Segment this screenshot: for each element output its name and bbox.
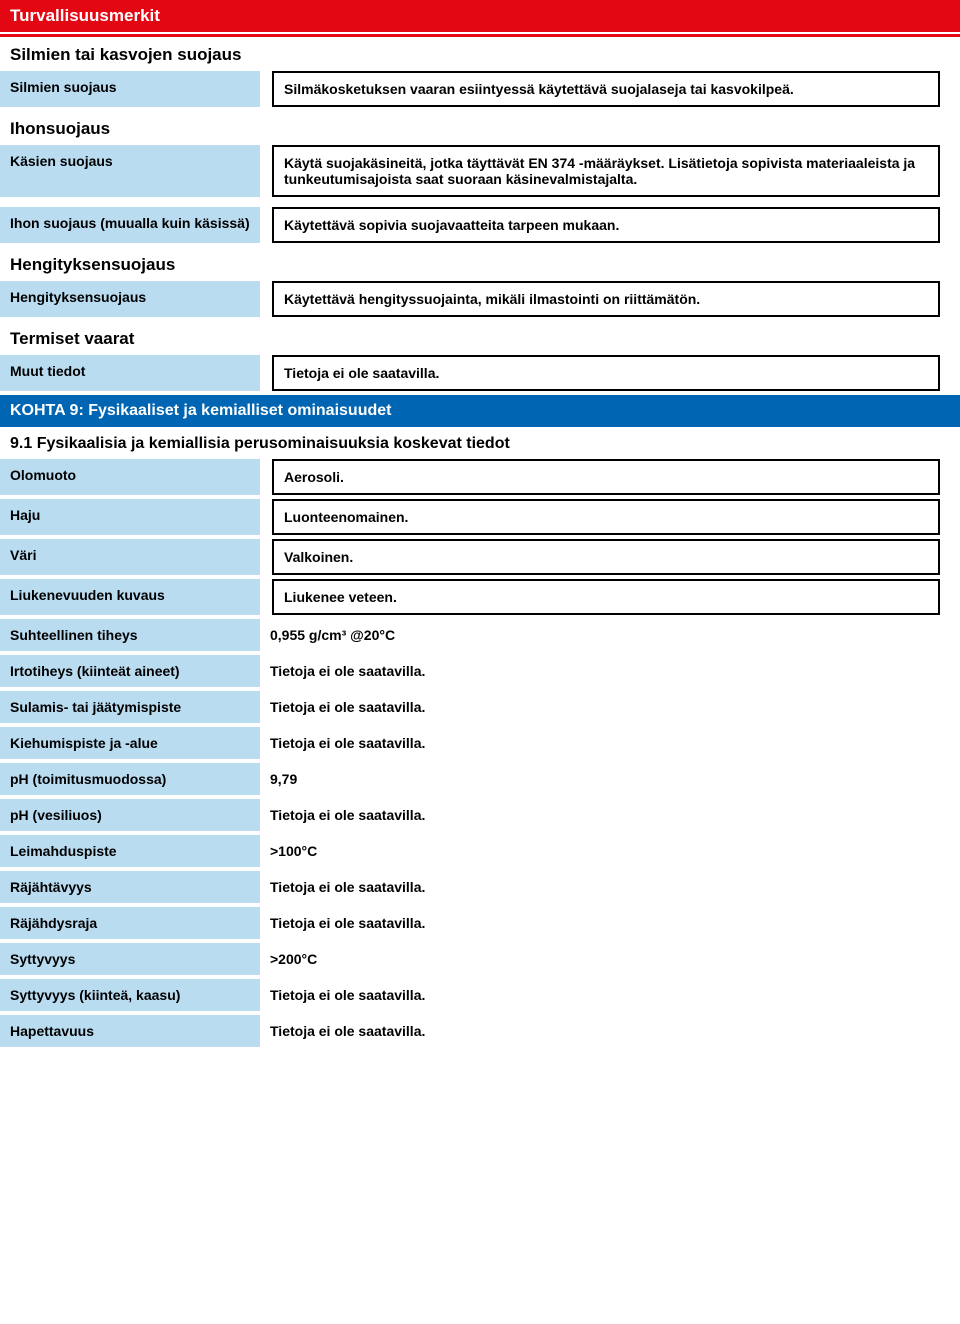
- row-label: Silmien suojaus: [0, 71, 260, 107]
- row-value: Tietoja ei ole saatavilla.: [260, 691, 960, 723]
- table-row: Syttyvyys (kiinteä, kaasu)Tietoja ei ole…: [0, 979, 960, 1011]
- kohta9-header: KOHTA 9: Fysikaaliset ja kemialliset omi…: [0, 395, 960, 427]
- row-value: Tietoja ei ole saatavilla.: [260, 655, 960, 687]
- row-value: Tietoja ei ole saatavilla.: [260, 979, 960, 1011]
- row-label: Kiehumispiste ja -alue: [0, 727, 260, 759]
- row-label: Räjähdysraja: [0, 907, 260, 939]
- table-row: Ihon suojaus (muualla kuin käsissä) Käyte…: [0, 207, 960, 243]
- table-row: Suhteellinen tiheys0,955 g/cm³ @20°C: [0, 619, 960, 651]
- row-value: Luonteenomainen.: [272, 499, 940, 535]
- row-label: Räjähtävyys: [0, 871, 260, 903]
- row-value: Käytettävä sopivia suojavaatteita tarpee…: [272, 207, 940, 243]
- row-label: Haju: [0, 499, 260, 535]
- kohta9-rows: Olomuoto Aerosoli. Haju Luonteenomainen. Vär…: [0, 459, 960, 1047]
- table-row: Käsien suojausKäytä suojakäsineitä, jotk…: [0, 145, 960, 197]
- table-row: Haju Luonteenomainen.: [0, 499, 960, 535]
- row-label: Olomuoto: [0, 459, 260, 495]
- section-skin-rows: Käsien suojausKäytä suojakäsineitä, jotk…: [0, 145, 960, 243]
- table-row: Sulamis- tai jäätymispisteTietoja ei ole…: [0, 691, 960, 723]
- table-row: Syttyvyys>200°C: [0, 943, 960, 975]
- row-label: Suhteellinen tiheys: [0, 619, 260, 651]
- table-row: Väri Valkoinen.: [0, 539, 960, 575]
- table-row: pH (toimitusmuodossa)9,79: [0, 763, 960, 795]
- page-header-title: Turvallisuusmerkit: [10, 6, 160, 25]
- row-value: Tietoja ei ole saatavilla.: [260, 799, 960, 831]
- row-label: Ihon suojaus (muualla kuin käsissä): [0, 207, 260, 243]
- kohta9-subheading: 9.1 Fysikaalisia ja kemiallisia perusomi…: [0, 427, 960, 459]
- table-row: Hengityksensuojaus Käytettävä hengityssuo…: [0, 281, 960, 317]
- table-row: RäjähdysrajaTietoja ei ole saatavilla.: [0, 907, 960, 939]
- row-value: Käytettävä hengityssuojainta, mikäli ilm…: [272, 281, 940, 317]
- table-row: Olomuoto Aerosoli.: [0, 459, 960, 495]
- table-row: Irtotiheys (kiinteät aineet)Tietoja ei o…: [0, 655, 960, 687]
- row-value: Silmäkosketuksen vaaran esiintyessä käyt…: [272, 71, 940, 107]
- row-label: Hengityksensuojaus: [0, 281, 260, 317]
- row-value: Tietoja ei ole saatavilla.: [260, 871, 960, 903]
- section-title-resp: Hengityksensuojaus: [0, 247, 960, 281]
- section-title-thermal: Termiset vaarat: [0, 321, 960, 355]
- table-row: HapettavuusTietoja ei ole saatavilla.: [0, 1015, 960, 1047]
- row-value: Valkoinen.: [272, 539, 940, 575]
- row-value: Tietoja ei ole saatavilla.: [260, 1015, 960, 1047]
- row-value: Käytä suojakäsineitä, jotka täyttävät EN…: [272, 145, 940, 197]
- row-value: Tietoja ei ole saatavilla.: [260, 907, 960, 939]
- section-eye-rows: Silmien suojaus Silmäkosketuksen vaaran e…: [0, 71, 960, 107]
- row-label: Leimahduspiste: [0, 835, 260, 867]
- row-label: Käsien suojaus: [0, 145, 260, 197]
- section-title-eye: Silmien tai kasvojen suojaus: [0, 37, 960, 71]
- row-value: >100°C: [260, 835, 960, 867]
- table-row: Leimahduspiste>100°C: [0, 835, 960, 867]
- table-row: pH (vesiliuos)Tietoja ei ole saatavilla.: [0, 799, 960, 831]
- row-value: Tietoja ei ole saatavilla.: [272, 355, 940, 391]
- section-resp-rows: Hengityksensuojaus Käytettävä hengityssuo…: [0, 281, 960, 317]
- row-label: Syttyvyys: [0, 943, 260, 975]
- row-value: 9,79: [260, 763, 960, 795]
- row-label: Sulamis- tai jäätymispiste: [0, 691, 260, 723]
- row-label: Irtotiheys (kiinteät aineet): [0, 655, 260, 687]
- table-row: Kiehumispiste ja -alueTietoja ei ole saa…: [0, 727, 960, 759]
- page-header-red: Turvallisuusmerkit: [0, 0, 960, 34]
- row-label: Syttyvyys (kiinteä, kaasu): [0, 979, 260, 1011]
- row-label: Liukenevuuden kuvaus: [0, 579, 260, 615]
- row-label: pH (toimitusmuodossa): [0, 763, 260, 795]
- table-row: Liukenevuuden kuvaus Liukenee veteen.: [0, 579, 960, 615]
- table-row: Silmien suojaus Silmäkosketuksen vaaran e…: [0, 71, 960, 107]
- row-value: Tietoja ei ole saatavilla.: [260, 727, 960, 759]
- row-value: >200°C: [260, 943, 960, 975]
- row-value: Aerosoli.: [272, 459, 940, 495]
- row-label: Hapettavuus: [0, 1015, 260, 1047]
- row-value: Liukenee veteen.: [272, 579, 940, 615]
- row-label: Muut tiedot: [0, 355, 260, 391]
- table-row: Muut tiedot Tietoja ei ole saatavilla.: [0, 355, 960, 391]
- section-thermal-rows: Muut tiedot Tietoja ei ole saatavilla.: [0, 355, 960, 391]
- table-row: RäjähtävyysTietoja ei ole saatavilla.: [0, 871, 960, 903]
- section-title-skin: Ihonsuojaus: [0, 111, 960, 145]
- row-label: Väri: [0, 539, 260, 575]
- row-label: pH (vesiliuos): [0, 799, 260, 831]
- row-value: 0,955 g/cm³ @20°C: [260, 619, 960, 651]
